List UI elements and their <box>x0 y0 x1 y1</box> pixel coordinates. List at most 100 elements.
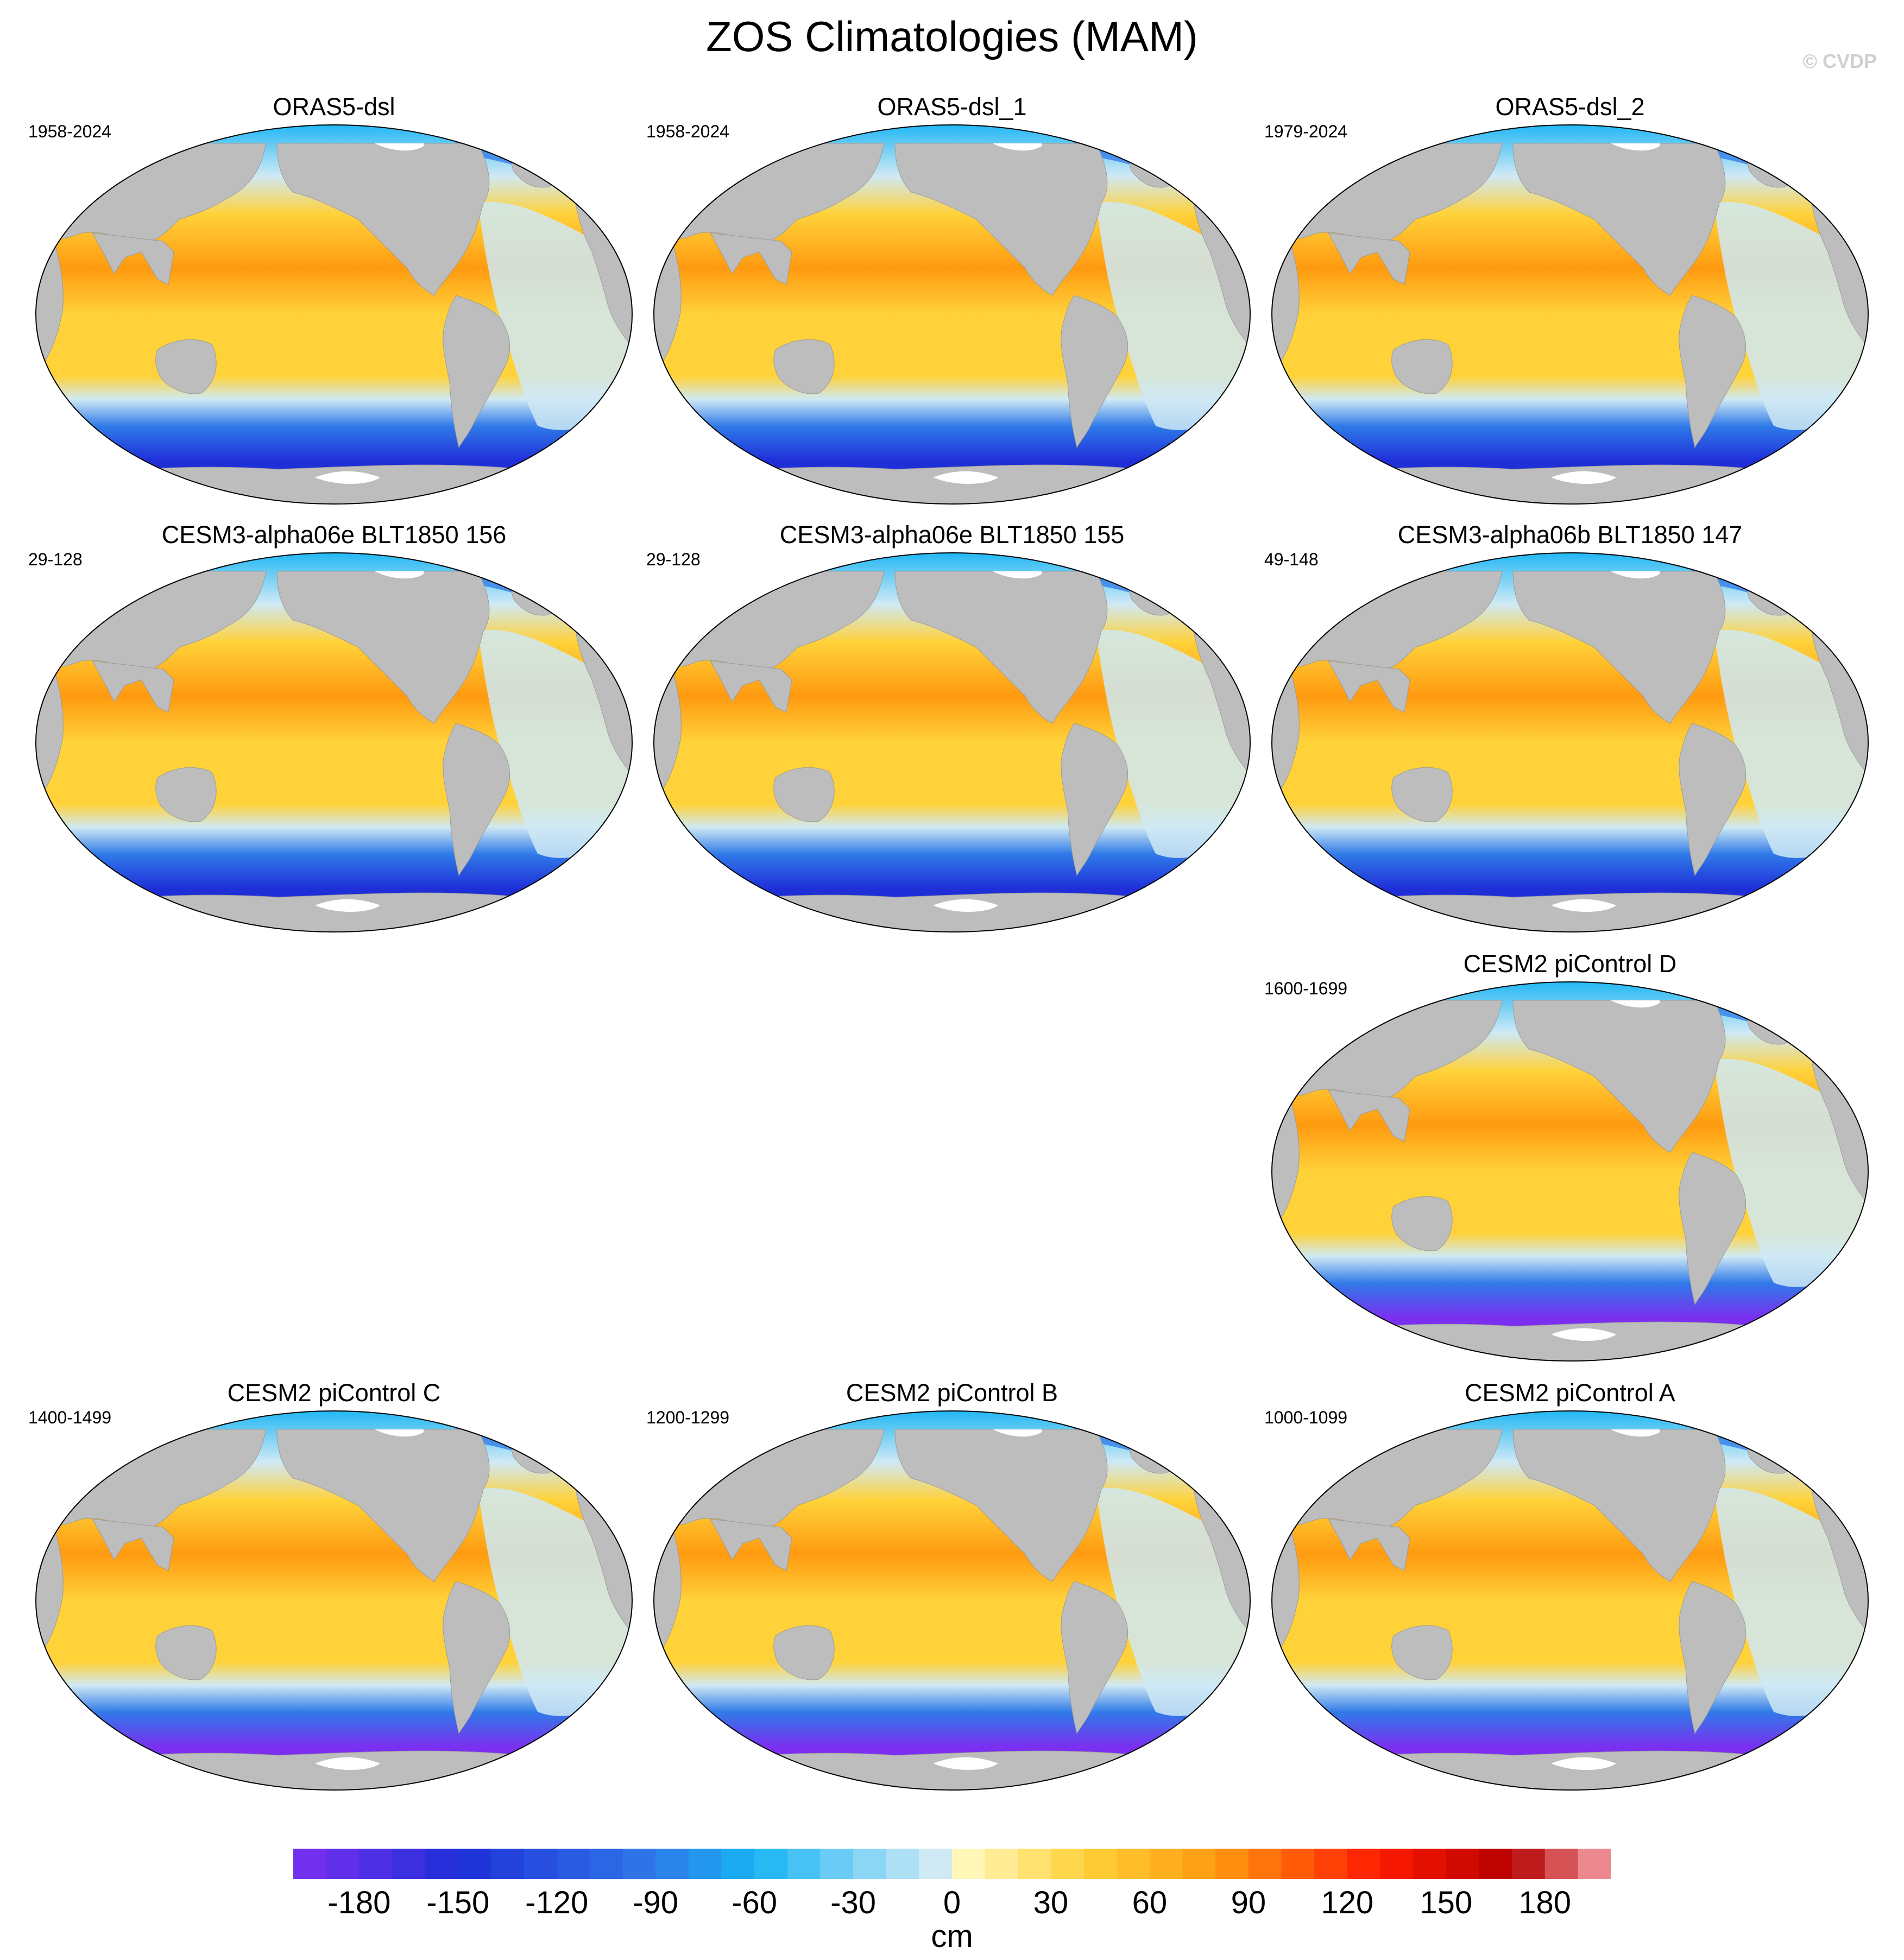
panel-years: 1400-1499 <box>28 1408 112 1427</box>
landmass-australia <box>1391 767 1453 822</box>
colorbar-tick-label: 30 <box>1033 1885 1069 1920</box>
colorbar-tick-label: -60 <box>732 1885 778 1920</box>
landmass-north-america <box>276 143 490 296</box>
landmass-north-america <box>894 571 1108 724</box>
map-outline <box>1271 981 1869 1362</box>
colorbar-bin <box>1544 1849 1578 1879</box>
panel-years: 49-148 <box>1264 550 1319 569</box>
copyright-text: © CVDP <box>1802 50 1877 72</box>
colorbar-bin <box>1479 1849 1512 1879</box>
map-image <box>653 1410 1251 1791</box>
colorbar-bin <box>425 1849 458 1879</box>
landmass-north-america <box>894 143 1108 296</box>
colorbar-tick-label: -150 <box>426 1885 490 1920</box>
colorbar-tick-label: 60 <box>1132 1885 1168 1920</box>
landmass-india-se-asia <box>710 660 792 713</box>
panel-title: ORAS5-dsl <box>273 93 395 121</box>
map-image <box>1271 1410 1869 1791</box>
ice-shelf-ross <box>933 471 998 484</box>
map-image <box>653 124 1251 505</box>
colorbar-bin <box>853 1849 887 1879</box>
colorbar-bin <box>1380 1849 1414 1879</box>
colorbar-bin <box>1248 1849 1282 1879</box>
colorbar-tick-label: -180 <box>327 1885 391 1920</box>
landmass-south-america <box>1679 723 1747 877</box>
colorbar-tick-label: -30 <box>830 1885 876 1920</box>
colorbar-bin <box>326 1849 360 1879</box>
colorbar-bin <box>1050 1849 1085 1879</box>
map-panel-cesm2-picontrol-a: CESM2 piControl A 1000-1099 <box>1258 1379 1882 1798</box>
colorbar-bin <box>1314 1849 1348 1879</box>
landmass-india-se-asia <box>710 1518 792 1571</box>
colorbar-bin <box>458 1849 491 1879</box>
colorbar-bin <box>1182 1849 1216 1879</box>
map-outline <box>653 124 1251 505</box>
map-outline <box>35 1410 633 1791</box>
landmass-australia <box>773 1625 835 1680</box>
colorbar-bin <box>524 1849 557 1879</box>
landmass-north-america <box>894 1429 1108 1582</box>
map-outline <box>1271 1410 1869 1791</box>
ice-shelf-weddell <box>1128 471 1177 482</box>
landmass-india-se-asia <box>1328 1089 1410 1142</box>
map-panel-cesm2-picontrol-d: CESM2 piControl D 1600-1699 <box>1258 950 1882 1369</box>
colorbar-tick-label: 90 <box>1231 1885 1266 1920</box>
panel-years: 1958-2024 <box>28 122 112 141</box>
map-image <box>35 1410 633 1791</box>
ice-patch-arctic <box>993 1429 1042 1437</box>
landmass-south-america <box>1061 723 1128 877</box>
colorbar <box>293 1849 1611 1879</box>
ice-patch-arctic <box>375 143 424 151</box>
colorbar-bin <box>293 1849 327 1879</box>
ice-patch-arctic <box>1611 1000 1660 1008</box>
map-outline <box>35 124 633 505</box>
colorbar-tick-label: -90 <box>633 1885 679 1920</box>
landmass-australia <box>1391 339 1453 394</box>
ice-shelf-weddell <box>1747 471 1795 482</box>
ice-patch-arctic <box>1611 143 1660 151</box>
landmass-south-america <box>1679 1152 1747 1306</box>
colorbar-bin <box>490 1849 525 1879</box>
map-image <box>1271 552 1869 932</box>
landmass-south-america <box>1061 1581 1128 1735</box>
colorbar-bin <box>1413 1849 1447 1879</box>
ice-shelf-ross <box>1551 471 1616 484</box>
panel-title: CESM3-alpha06e BLT1850 155 <box>779 521 1125 549</box>
landmass-australia <box>773 767 835 822</box>
colorbar-tick-label: 150 <box>1420 1885 1473 1920</box>
landmass-south-america <box>443 295 510 449</box>
ice-shelf-weddell <box>1128 899 1177 910</box>
map-outline <box>1271 552 1869 932</box>
colorbar-bin <box>919 1849 953 1879</box>
ice-shelf-ross <box>315 899 380 912</box>
panel-years: 1600-1699 <box>1264 979 1348 998</box>
colorbar-bin <box>1446 1849 1479 1879</box>
colorbar-units: cm <box>931 1919 973 1954</box>
panel-title: ORAS5-dsl_2 <box>1495 93 1645 121</box>
colorbar-tick-label: 180 <box>1518 1885 1572 1920</box>
colorbar-bin <box>655 1849 689 1879</box>
map-image <box>35 552 633 932</box>
ice-shelf-ross <box>933 1757 998 1770</box>
landmass-antarctica <box>1272 464 1868 504</box>
map-panel-oras5-dsl: ORAS5-dsl 1958-2024 <box>22 93 646 512</box>
panel-years: 29-128 <box>28 550 83 569</box>
map-outline <box>35 552 633 932</box>
colorbar-bin <box>820 1849 854 1879</box>
landmass-antarctica <box>1272 1750 1868 1790</box>
colorbar-bin <box>589 1849 623 1879</box>
landmass-south-america <box>1679 295 1747 449</box>
landmass-india-se-asia <box>92 1518 174 1571</box>
panel-title: CESM2 piControl D <box>1463 950 1677 978</box>
map-outline <box>1271 124 1869 505</box>
ice-patch-arctic <box>993 143 1042 151</box>
colorbar-bin <box>1215 1849 1249 1879</box>
landmass-australia <box>155 767 217 822</box>
colorbar-bin <box>688 1849 722 1879</box>
panel-years: 1200-1299 <box>646 1408 730 1427</box>
colorbar-bin <box>1578 1849 1611 1879</box>
panel-title: CESM2 piControl B <box>846 1379 1058 1407</box>
colorbar-bin <box>1083 1849 1117 1879</box>
panel-years: 1958-2024 <box>646 122 730 141</box>
figure-title: ZOS Climatologies (MAM) <box>706 12 1198 60</box>
